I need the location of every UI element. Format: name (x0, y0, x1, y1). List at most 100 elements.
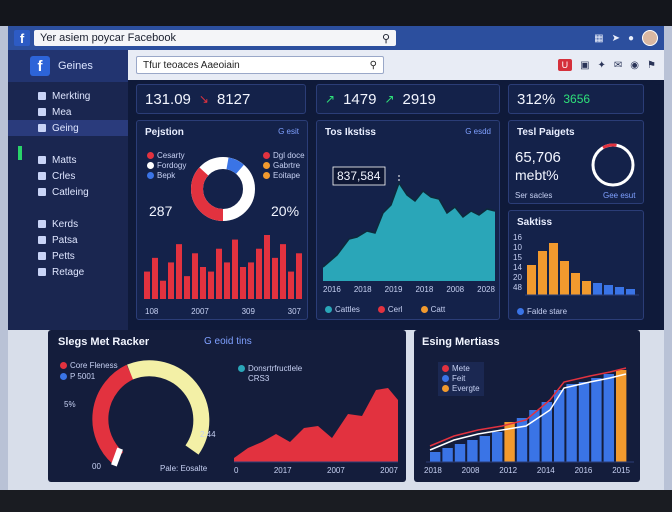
arrow-up-icon: ↗ (384, 92, 395, 106)
legend-label: Fordogy (157, 161, 187, 170)
legend-label: Dgl doce (273, 151, 305, 160)
sidebar-item-label: Matts (52, 154, 77, 166)
sidebar-item-mea[interactable]: Mea (8, 104, 128, 120)
card-link[interactable]: G esdd (465, 127, 491, 136)
bar-mark (571, 273, 580, 295)
legend-label: Catt (430, 305, 446, 314)
card-title: Esing Mertiass (422, 336, 500, 348)
sidebar-item-geing[interactable]: Geing (8, 120, 128, 136)
window-icon[interactable]: ▣ (580, 59, 590, 71)
x-tick-label: 2012 (499, 466, 518, 475)
card-link[interactable]: G esit (278, 127, 299, 136)
kpi-value: 1479 (343, 90, 377, 108)
bar-mark (192, 253, 198, 299)
sidebar-item-patsa[interactable]: Patsa (8, 232, 128, 248)
browser-toolbar: ▦ ➤ ● (594, 30, 658, 46)
grid-icon[interactable]: ▦ (594, 32, 604, 44)
sidebar-item-retage[interactable]: Retage (8, 264, 128, 280)
y-tick-label: 16 (513, 233, 522, 242)
bar-mark (200, 267, 206, 299)
bar-mark (582, 281, 591, 295)
sidebar-item-crles[interactable]: Crles (8, 168, 128, 184)
bar-mark (248, 262, 254, 299)
sidebar-item-matts[interactable]: Matts (8, 152, 128, 168)
twitter-icon[interactable]: ✦ (597, 59, 606, 71)
legend-item: Eoitape (263, 171, 305, 181)
gauge-left-label: 5% (64, 400, 76, 409)
bar-mark (504, 422, 515, 462)
bar-legend: Falde stare (517, 307, 567, 316)
bar-mark (264, 235, 270, 299)
kpi-card-2[interactable]: ↗ 1479 ↗ 2919 (316, 84, 500, 114)
kpi-value: 2919 (402, 90, 436, 108)
notification-icon[interactable]: ● (627, 32, 634, 44)
mail-icon[interactable]: ✉ (613, 59, 623, 71)
bar-mark (516, 418, 528, 462)
legend-item: Bepk (147, 171, 186, 181)
y-tick-label: 48 (513, 283, 522, 292)
bar-mark (479, 436, 490, 462)
sidebar-item-label: Retage (52, 266, 85, 278)
card-link[interactable]: Gee esut (603, 191, 636, 200)
bar-chart (525, 243, 639, 296)
combo-line-red (429, 367, 627, 447)
x-tick-label: 2007 (191, 307, 209, 316)
gauge-card: Slegs Met Racker G eoid tins Core Flenes… (48, 330, 406, 482)
bar-mark (184, 276, 190, 299)
share-icon[interactable]: ➤ (611, 32, 620, 44)
combo-card: Esing Mertiass Mete Feit Evergte 2018 20… (414, 330, 640, 482)
sidebar-item-merkting[interactable]: Merkting (8, 88, 128, 104)
x-tick-label: 2017 (273, 466, 292, 475)
gauge-right-label: 2:44 (200, 430, 216, 439)
sidebar-group-1: Merkting Mea Geing (8, 88, 128, 136)
arrow-up-icon: ↗ (325, 92, 336, 106)
legend-label: Eoitape (273, 171, 301, 180)
sidebar-item-kerds[interactable]: Kerds (8, 216, 128, 232)
y-tick-label: 10 (513, 243, 522, 252)
bar-mark (541, 402, 552, 462)
legend-label: Bepk (157, 171, 176, 180)
bar-mark (296, 253, 302, 299)
gauge-arc-red (92, 364, 134, 465)
monitor-bezel-right (664, 26, 672, 490)
bell-icon[interactable]: ⚑ (647, 59, 656, 71)
legend-item: Catt (420, 305, 446, 314)
browser-bar: f Yer asiem poycar Facebook ⚲ ▦ ➤ ● (8, 26, 664, 50)
x-tick-label: 108 (145, 307, 159, 316)
youtube-badge[interactable]: U (557, 59, 573, 71)
legend-label: Mete (452, 364, 470, 373)
sidebar-item-catleing[interactable]: Catleing (8, 184, 128, 200)
donut-legend-left: Cesarty Fordogy Bepk (147, 151, 186, 181)
legend-label: Cattles (335, 305, 360, 314)
y-tick-label: 20 (513, 273, 522, 282)
legend-label: Cerl (387, 305, 403, 314)
sidebar-brand[interactable]: f Geines (8, 50, 128, 82)
x-tick-label: 2007 (380, 466, 398, 475)
x-tick-label: 2008 (461, 466, 480, 475)
sidebar-spacer (8, 136, 128, 146)
monitor-bezel-bottom (0, 490, 672, 512)
kpi-card-3[interactable]: 312% 3656 (508, 84, 644, 114)
legend-item: Cattles (325, 305, 360, 314)
search-input[interactable]: Tfur teoaces Aaeoiain ⚲ (136, 56, 384, 74)
legend-item: Fordogy (147, 161, 186, 171)
kpi-card-1[interactable]: 131.09 ↘ 8127 (136, 84, 306, 114)
bar-mark (538, 251, 547, 295)
box-icon (38, 172, 46, 180)
x-tick-label: 2016 (574, 466, 593, 475)
area-chart (322, 166, 496, 281)
tooltip-box (332, 166, 386, 186)
card-link[interactable]: G eoid tins (204, 336, 252, 347)
sidebar-item-petts[interactable]: Petts (8, 248, 128, 264)
gauge-arc-yellow (127, 360, 210, 455)
bar-mark (288, 271, 294, 299)
gauge-chart (92, 360, 398, 467)
bar-mark (560, 261, 569, 295)
sidebar-item-label: Geing (52, 122, 79, 134)
address-bar[interactable]: Yer asiem poycar Facebook ⚲ (34, 30, 396, 46)
ring-caption: Ser sacles (515, 191, 553, 200)
y-tick-label: 15 (513, 253, 522, 262)
avatar[interactable] (642, 30, 658, 46)
circle-icon[interactable]: ◉ (630, 59, 640, 71)
